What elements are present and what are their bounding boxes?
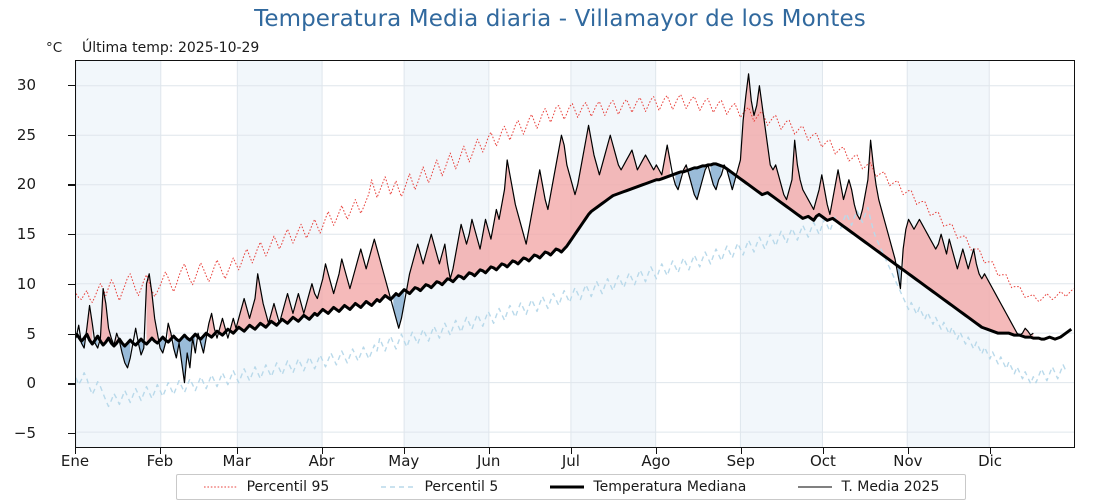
fill-below-median — [675, 171, 681, 190]
series-percentil-95 — [76, 94, 1074, 303]
x-axis-tick-mark — [321, 448, 323, 454]
chart-legend: Percentil 95 Percentil 5 Temperatura Media… — [176, 474, 966, 500]
x-axis-tick-label: Dic — [978, 452, 1003, 470]
y-axis-tick-mark — [68, 333, 75, 335]
x-axis-tick-label: Ene — [60, 452, 90, 470]
x-axis-tick-mark — [236, 448, 239, 454]
legend-item[interactable]: T. Media 2025 — [797, 479, 939, 495]
legend-item-label: Percentil 95 — [246, 479, 330, 495]
x-axis-tick-label: Mar — [222, 452, 251, 470]
x-axis-tick-mark — [822, 448, 825, 454]
x-axis-tick-mark — [159, 448, 162, 454]
page-title: Temperatura Media diaria - Villamayor de… — [254, 6, 866, 32]
x-axis-tick-label: Sep — [726, 452, 755, 470]
legend-item-label: Temperatura Mediana — [593, 479, 747, 495]
fill-below-median — [119, 339, 131, 368]
x-axis-tick-mark — [75, 448, 77, 454]
series-temperatura-mediana — [76, 162, 1073, 348]
y-axis-tick-label: 25 — [16, 125, 36, 144]
y-axis-tick-mark — [68, 84, 75, 87]
fill-above-median — [406, 125, 670, 294]
fill-below-median — [688, 165, 706, 200]
fill-above-median — [230, 273, 277, 334]
plot-area — [75, 60, 1075, 448]
x-axis-tick-mark — [488, 448, 491, 454]
y-axis-tick-label: 0 — [26, 374, 36, 393]
y-axis-tick-mark — [68, 234, 75, 236]
series-percentil-5 — [76, 206, 1067, 408]
x-axis-tick-label: Jul — [561, 452, 580, 470]
legend-swatch-thin-solid — [798, 486, 833, 488]
legend-item[interactable]: Percentil 5 — [380, 479, 498, 495]
month-band — [570, 61, 656, 447]
y-axis-tick-label: 20 — [16, 175, 36, 194]
legend-item[interactable]: Temperatura Mediana — [549, 479, 746, 495]
y-axis-tick-mark — [68, 383, 75, 385]
x-axis-tick-label: Abr — [308, 452, 335, 470]
fill-below-median — [393, 289, 405, 329]
y-axis-tick-label: 10 — [16, 274, 36, 293]
y-axis-tick-label: 5 — [26, 324, 36, 343]
x-axis-tick-mark — [403, 448, 406, 454]
x-axis-tick-label: Feb — [146, 452, 174, 470]
y-axis-tick-mark — [68, 433, 75, 435]
fill-above-median — [903, 219, 1018, 336]
y-axis-tick-mark — [68, 184, 75, 186]
legend-swatch-dashed — [381, 486, 416, 488]
last-temp-subtitle: Última temp: 2025-10-29 — [82, 40, 260, 56]
legend-item-label: T. Media 2025 — [841, 479, 940, 495]
x-axis-tick-label: Ago — [641, 452, 671, 470]
y-axis-tick-label: −5 — [13, 424, 36, 443]
month-band — [237, 61, 323, 447]
legend-swatch-dotted — [203, 486, 238, 488]
legend-swatch-thick-solid — [550, 485, 585, 489]
x-axis-tick-label: Nov — [893, 452, 923, 470]
x-axis-tick-label: May — [388, 452, 420, 470]
x-axis-tick-mark — [990, 448, 992, 454]
y-axis-unit-label: °C — [46, 40, 63, 56]
legend-item-label: Percentil 5 — [424, 479, 499, 495]
fill-above-median — [219, 318, 226, 336]
y-axis-tick-mark — [68, 283, 75, 286]
y-axis-tick-mark — [68, 134, 75, 136]
fill-above-median — [146, 273, 158, 345]
x-axis-tick-mark — [655, 448, 658, 454]
legend-item[interactable]: Percentil 95 — [203, 479, 330, 495]
y-axis-tick-label: 15 — [16, 225, 36, 244]
x-axis-tick-mark — [907, 448, 910, 454]
series-t-media-2025 — [76, 73, 1034, 384]
fill-below-median — [160, 337, 166, 353]
y-axis-tick-label: 30 — [16, 75, 36, 94]
x-axis-tick-label: Oct — [809, 452, 836, 470]
fill-below-median — [173, 334, 196, 383]
x-axis-tick-mark — [740, 448, 743, 454]
fill-above-median — [737, 73, 896, 264]
chart-canvas — [76, 61, 1074, 447]
x-axis-tick-mark — [570, 448, 573, 454]
x-axis-tick-label: Jun — [476, 452, 501, 470]
fill-above-median — [100, 288, 117, 347]
